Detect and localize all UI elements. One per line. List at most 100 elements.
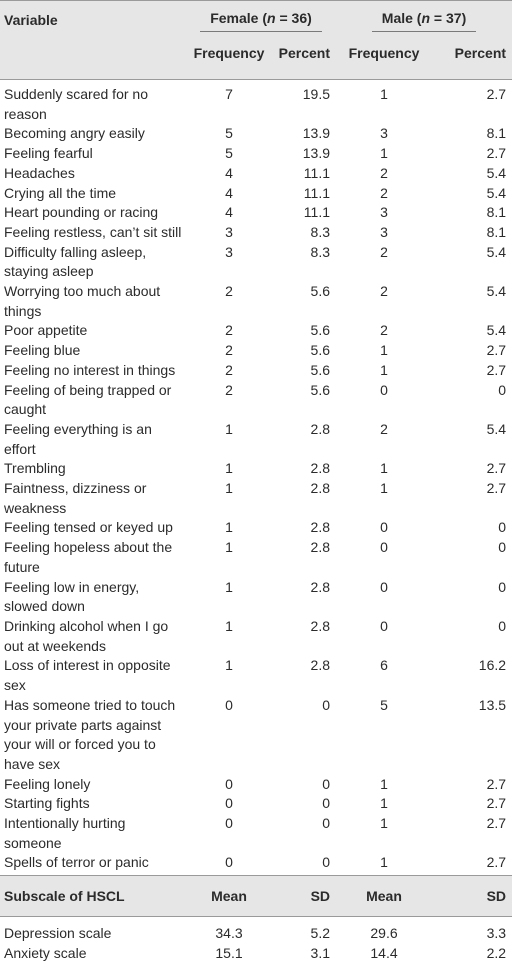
row-variable: Drinking alcohol when I go out at weeken… (4, 617, 169, 654)
row-male-percent: 0 (498, 381, 507, 398)
table-row: Feeling tensed or keyed up 1 2.8 0 0 (0, 518, 512, 538)
column-header-female-frequency: Frequency (186, 41, 272, 80)
row-variable: Feeling low in energy, slowed down (4, 578, 140, 615)
table-row: Trembling 1 2.8 1 2.7 (0, 459, 512, 479)
subscale-female-mean: 34.3 (215, 925, 243, 942)
row-female-percent: 11.1 (303, 164, 331, 181)
row-female-percent: 0 (322, 815, 331, 832)
row-male-frequency: 1 (380, 775, 388, 792)
row-variable: Feeling blue (4, 342, 81, 359)
row-male-percent: 8.1 (486, 204, 507, 221)
row-female-frequency: 1 (225, 519, 233, 536)
subscale-row: Anxiety scale 15.1 3.1 14.4 2.2 (0, 944, 512, 964)
row-variable: Feeling lonely (4, 775, 91, 792)
row-male-percent: 2.7 (486, 795, 507, 812)
row-male-frequency: 1 (380, 86, 388, 102)
row-variable: Loss of interest in opposite sex (4, 657, 171, 694)
subscale-male-mean: 29.6 (370, 925, 398, 942)
row-male-percent: 8.1 (486, 223, 507, 240)
column-header-female-percent: Percent (272, 41, 337, 80)
row-variable: Has someone tried to touch your private … (4, 696, 176, 772)
row-male-frequency: 1 (380, 815, 388, 832)
row-variable: Crying all the time (4, 184, 117, 201)
row-male-frequency: 2 (380, 184, 388, 201)
column-group-female: Female (n = 36) (186, 0, 337, 41)
row-male-frequency: 0 (380, 578, 388, 595)
table-row: Headaches 4 11.1 2 5.4 (0, 164, 512, 184)
row-male-frequency: 5 (380, 696, 388, 713)
table-row: Feeling low in energy, slowed down 1 2.8 0 0 (0, 578, 512, 617)
table-row: Becoming angry easily 5 13.9 3 8.1 (0, 124, 512, 144)
row-female-frequency: 3 (225, 223, 233, 240)
row-variable: Feeling no interest in things (4, 361, 176, 378)
subscale-header: Subscale of HSCL Mean SD Mean SD (0, 875, 512, 918)
table-row: Feeling fearful 5 13.9 1 2.7 (0, 144, 512, 164)
subscale-label: Depression scale (4, 925, 112, 942)
table-row: Poor appetite 2 5.6 2 5.4 (0, 321, 512, 341)
table-body: Suddenly scared for no reason 7 19.5 1 2.7 Be… (0, 80, 512, 876)
table-row: Has someone tried to touch your private … (0, 696, 512, 775)
row-female-frequency: 0 (225, 795, 233, 812)
row-variable: Worrying too much about things (4, 283, 161, 319)
row-variable: Becoming angry easily (4, 125, 145, 142)
subscale-male-mean: 14.4 (370, 944, 398, 961)
table-row: Feeling blue 2 5.6 1 2.7 (0, 341, 512, 361)
table-row: Drinking alcohol when I go out at weeken… (0, 617, 512, 656)
row-male-frequency: 2 (380, 243, 388, 260)
table-row: Heart pounding or racing 4 11.1 3 8.1 (0, 203, 512, 223)
row-male-percent: 5.4 (486, 164, 507, 181)
subscale-row: Depression scale 34.3 5.2 29.6 3.3 (0, 917, 512, 944)
row-female-percent: 5.6 (310, 381, 331, 398)
row-female-frequency: 4 (225, 184, 233, 201)
table-row: Feeling restless, can’t sit still 3 8.3 3 8.… (0, 223, 512, 243)
row-female-percent: 11.1 (303, 184, 331, 201)
row-female-percent: 5.6 (310, 342, 331, 359)
row-male-frequency: 3 (380, 223, 388, 240)
row-variable: Feeling of being trapped or caught (4, 381, 172, 418)
row-male-percent: 0 (498, 539, 507, 556)
row-female-frequency: 1 (225, 657, 233, 674)
header-row-groups: Variable Female (n = 36) Male (n = 37) (0, 0, 512, 80)
row-male-percent: 5.4 (486, 420, 507, 437)
row-variable: Difficulty falling asleep, staying aslee… (4, 243, 147, 280)
row-female-percent: 13.9 (302, 145, 331, 162)
row-male-frequency: 0 (380, 539, 388, 556)
table-row: Spells of terror or panic 0 0 1 2.7 (0, 853, 512, 875)
column-header-male-frequency: Frequency (336, 41, 433, 80)
row-female-frequency: 2 (225, 322, 233, 339)
row-female-frequency: 7 (225, 86, 233, 102)
row-male-frequency: 2 (380, 322, 388, 339)
table-row: Worrying too much about things 2 5.6 2 5.4 (0, 282, 512, 321)
row-variable: Feeling hopeless about the future (4, 539, 173, 575)
row-variable: Trembling (4, 460, 66, 477)
row-male-frequency: 1 (380, 854, 388, 871)
row-female-percent: 8.3 (310, 243, 331, 260)
row-variable: Headaches (4, 164, 75, 181)
column-header-subscale: Subscale of HSCL (0, 875, 186, 918)
table-row: Feeling everything is an effort 1 2.8 2 5.4 (0, 420, 512, 459)
row-female-frequency: 0 (225, 696, 233, 713)
table-header: Variable Female (n = 36) Male (n = 37) F… (0, 0, 512, 80)
row-male-percent: 16.2 (478, 657, 507, 674)
subscale-male-sd: 3.3 (486, 925, 507, 942)
row-female-percent: 2.8 (310, 519, 331, 536)
row-male-percent: 2.7 (486, 342, 507, 359)
row-female-percent: 0 (322, 775, 331, 792)
subscale-female-sd: 5.2 (310, 925, 331, 942)
table-row: Faintness, dizziness or weakness 1 2.8 1 2.7 (0, 479, 512, 518)
male-n-symbol: n (421, 10, 431, 26)
row-female-percent: 0 (322, 854, 331, 871)
row-female-frequency: 0 (225, 815, 233, 832)
row-female-frequency: 1 (225, 539, 233, 556)
column-header-male-sd: SD (432, 875, 512, 918)
row-female-percent: 2.8 (310, 617, 331, 634)
row-male-percent: 2.7 (486, 480, 507, 497)
row-female-frequency: 1 (225, 420, 233, 437)
row-female-percent: 2.8 (310, 578, 331, 595)
row-male-frequency: 1 (380, 460, 388, 477)
row-variable: Faintness, dizziness or weakness (4, 480, 147, 516)
row-female-percent: 0 (322, 696, 331, 713)
row-female-frequency: 4 (225, 164, 233, 181)
row-female-percent: 11.1 (303, 204, 331, 221)
